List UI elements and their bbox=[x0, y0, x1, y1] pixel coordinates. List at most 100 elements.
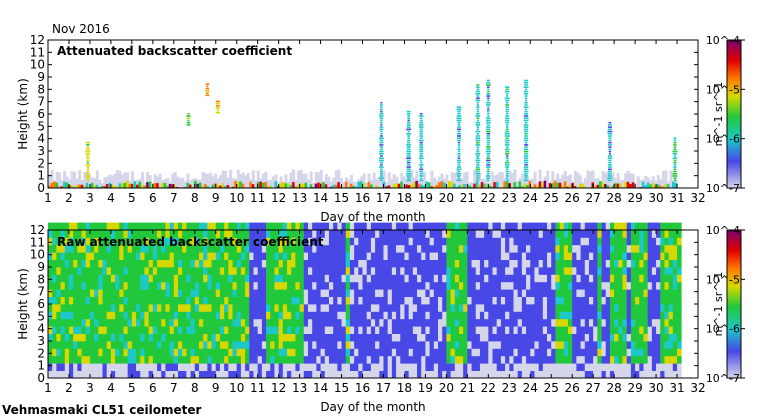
heatmap-cell bbox=[470, 186, 474, 188]
heatmap-cell bbox=[68, 304, 74, 312]
heatmap-cell bbox=[190, 274, 196, 283]
heatmap-cell bbox=[429, 274, 435, 283]
heatmap-cell bbox=[60, 355, 66, 364]
heatmap-cell bbox=[601, 230, 607, 238]
heatmap-cell bbox=[476, 113, 480, 115]
heatmap-cell bbox=[266, 311, 271, 320]
heatmap-cell bbox=[417, 289, 422, 297]
heatmap-cell bbox=[505, 86, 510, 88]
heatmap-cell bbox=[463, 281, 468, 290]
heatmap-cell bbox=[215, 274, 221, 283]
heatmap-cell bbox=[608, 148, 612, 151]
heatmap-cell bbox=[349, 363, 355, 371]
y-tick-label: 3 bbox=[37, 144, 45, 158]
heatmap-cell bbox=[115, 318, 120, 327]
heatmap-cell bbox=[211, 289, 217, 297]
heatmap-cell bbox=[572, 230, 577, 238]
heatmap-cell bbox=[526, 184, 530, 188]
heatmap-cell bbox=[224, 348, 229, 357]
heatmap-cell bbox=[572, 348, 577, 357]
heatmap-cell bbox=[358, 230, 363, 238]
heatmap-cell bbox=[236, 281, 242, 290]
heatmap-cell bbox=[547, 267, 552, 275]
heatmap-cell bbox=[387, 348, 393, 357]
heatmap-cell bbox=[588, 333, 594, 342]
heatmap-cell bbox=[425, 370, 431, 379]
heatmap-cell bbox=[417, 183, 421, 188]
heatmap-cell bbox=[660, 267, 665, 275]
heatmap-cell bbox=[476, 175, 480, 177]
heatmap-cell bbox=[278, 341, 284, 349]
heatmap-cell bbox=[559, 304, 565, 312]
heatmap-cell bbox=[362, 370, 368, 379]
heatmap-cell bbox=[608, 152, 611, 155]
heatmap-cell bbox=[148, 333, 154, 342]
heatmap-cell bbox=[534, 333, 540, 342]
heatmap-cell bbox=[308, 370, 313, 379]
heatmap-cell bbox=[412, 370, 418, 379]
heatmap-cell bbox=[475, 121, 481, 124]
heatmap-cell bbox=[605, 274, 611, 283]
heatmap-cell bbox=[324, 341, 330, 349]
heatmap-cell bbox=[312, 183, 316, 188]
heatmap-cell bbox=[523, 130, 529, 133]
heatmap-cell bbox=[297, 184, 301, 188]
heatmap-cell bbox=[486, 93, 491, 95]
heatmap-cell bbox=[677, 333, 682, 342]
heatmap-cell bbox=[500, 355, 506, 364]
heatmap-cell bbox=[656, 237, 661, 246]
heatmap-cell bbox=[207, 311, 212, 320]
heatmap-cell bbox=[123, 222, 129, 231]
heatmap-cell bbox=[484, 244, 489, 253]
heatmap-cell bbox=[236, 326, 242, 334]
heatmap-cell bbox=[607, 130, 613, 133]
heatmap-cell bbox=[366, 259, 372, 268]
heatmap-cell bbox=[523, 115, 529, 117]
heatmap-cell bbox=[48, 230, 53, 238]
heatmap-cell bbox=[337, 341, 342, 349]
heatmap-cell bbox=[412, 281, 418, 290]
heatmap-cell bbox=[614, 363, 619, 371]
heatmap-cell bbox=[505, 119, 510, 122]
heatmap-cell bbox=[380, 124, 383, 126]
heatmap-cell bbox=[479, 222, 485, 231]
heatmap-cell bbox=[282, 237, 288, 246]
heatmap-cell bbox=[98, 259, 103, 268]
heatmap-cell bbox=[639, 222, 644, 231]
heatmap-cell bbox=[597, 318, 602, 327]
heatmap-cell bbox=[178, 244, 183, 253]
heatmap-cell bbox=[635, 370, 640, 379]
heatmap-cell bbox=[485, 84, 491, 86]
heatmap-cell bbox=[282, 341, 288, 349]
heatmap-cell bbox=[509, 318, 514, 327]
heatmap-cell bbox=[524, 172, 528, 175]
heatmap-cell bbox=[190, 281, 196, 290]
heatmap-cell bbox=[157, 348, 162, 357]
heatmap-cell bbox=[484, 348, 489, 357]
heatmap-cell bbox=[379, 146, 384, 148]
heatmap-cell bbox=[651, 355, 657, 364]
heatmap-cell bbox=[406, 159, 411, 162]
heatmap-cell bbox=[249, 318, 254, 327]
heatmap-cell bbox=[140, 370, 145, 379]
heatmap-cell bbox=[556, 182, 560, 188]
heatmap-cell bbox=[457, 150, 461, 153]
heatmap-cell bbox=[534, 259, 540, 268]
heatmap-cell bbox=[270, 363, 275, 371]
heatmap-cell bbox=[232, 296, 238, 305]
heatmap-cell bbox=[400, 341, 405, 349]
heatmap-cell bbox=[358, 259, 363, 268]
heatmap-cell bbox=[504, 144, 510, 146]
heatmap-cell bbox=[572, 318, 577, 327]
heatmap-cell bbox=[467, 326, 472, 334]
heatmap-cell bbox=[630, 370, 636, 379]
heatmap-cell bbox=[98, 230, 103, 238]
heatmap-cell bbox=[630, 296, 636, 305]
heatmap-cell bbox=[404, 267, 410, 275]
heatmap-cell bbox=[291, 259, 296, 268]
heatmap-cell bbox=[379, 157, 384, 160]
heatmap-cell bbox=[486, 128, 491, 131]
heatmap-cell bbox=[337, 311, 342, 320]
heatmap-cell bbox=[526, 281, 531, 290]
heatmap-cell bbox=[378, 137, 384, 140]
